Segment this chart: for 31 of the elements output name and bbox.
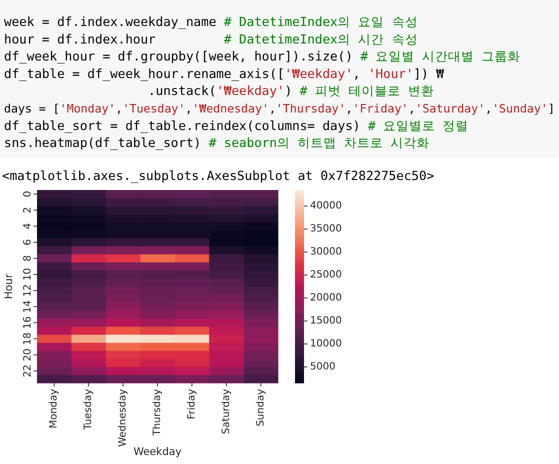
y-tick-label: 6 [22, 239, 34, 246]
y-axis-title: Hour [3, 273, 15, 300]
color-bar-label: 40000 [310, 200, 342, 212]
color-bar-label: 25000 [310, 270, 342, 281]
color-bar-label: 10000 [310, 338, 342, 350]
y-tick-label: 10 [22, 268, 34, 281]
y-tick-label: 18 [22, 332, 34, 346]
color-bar-label: 35000 [310, 224, 342, 235]
y-tick-label: 22 [22, 364, 34, 378]
y-tick-label: 20 [22, 348, 34, 362]
x-tick-label: Saturday [220, 388, 232, 434]
y-tick-label: 4 [22, 223, 34, 230]
color-bar-label: 20000 [310, 292, 342, 304]
text: <matplotlib.axes._subplots.AxesSubplot at 0x7f282275ec50> [2, 168, 435, 183]
color-bar-label: 15000 [310, 315, 342, 326]
x-axis-title: Weekday [133, 446, 182, 458]
x-tick-label: Monday [48, 388, 60, 428]
x-tick-label: Tuesday [83, 388, 94, 431]
color-bar-label: 5000 [310, 361, 336, 372]
color-bar-label: 30000 [310, 246, 342, 258]
x-tick-label: Friday [186, 388, 198, 420]
x-tick-label: Wednesday [118, 388, 129, 447]
x-tick-label: Thursday [152, 388, 163, 436]
y-tick-label: 16 [22, 316, 34, 330]
x-tick-label: Sunday [255, 388, 266, 426]
y-tick-label: 14 [22, 300, 34, 313]
code: week = df.index.weekday_name # DatetimeIndex의 요일 속성 hour = df.index.hour # DatetimeIndex의 시간 속성 df_week_hour = df.groupby([week, hour]).size() # 요일별 시간대별 그룹화 df_table = df_week_hour.rename_axis(['₩eekday', 'Hour']) ₩ .unstack('₩eekday') # 피벗 테이블로 변환 days = ['Monday','Tuesday','₩ednesday','Thursday','Friday','Saturday','Sunday'] df_table_sort = df_table.reindex(columns= days) # 요일별로 정렬 sns.heatmap(df_table_sort) # seaborn의 히트맵 차트로 시각화 [4, 14, 555, 150]
y-tick-label: 2 [22, 206, 34, 214]
y-tick-label: 12 [22, 284, 34, 297]
y-tick-label: 8 [22, 255, 34, 262]
y-tick-label: 0 [22, 190, 34, 198]
